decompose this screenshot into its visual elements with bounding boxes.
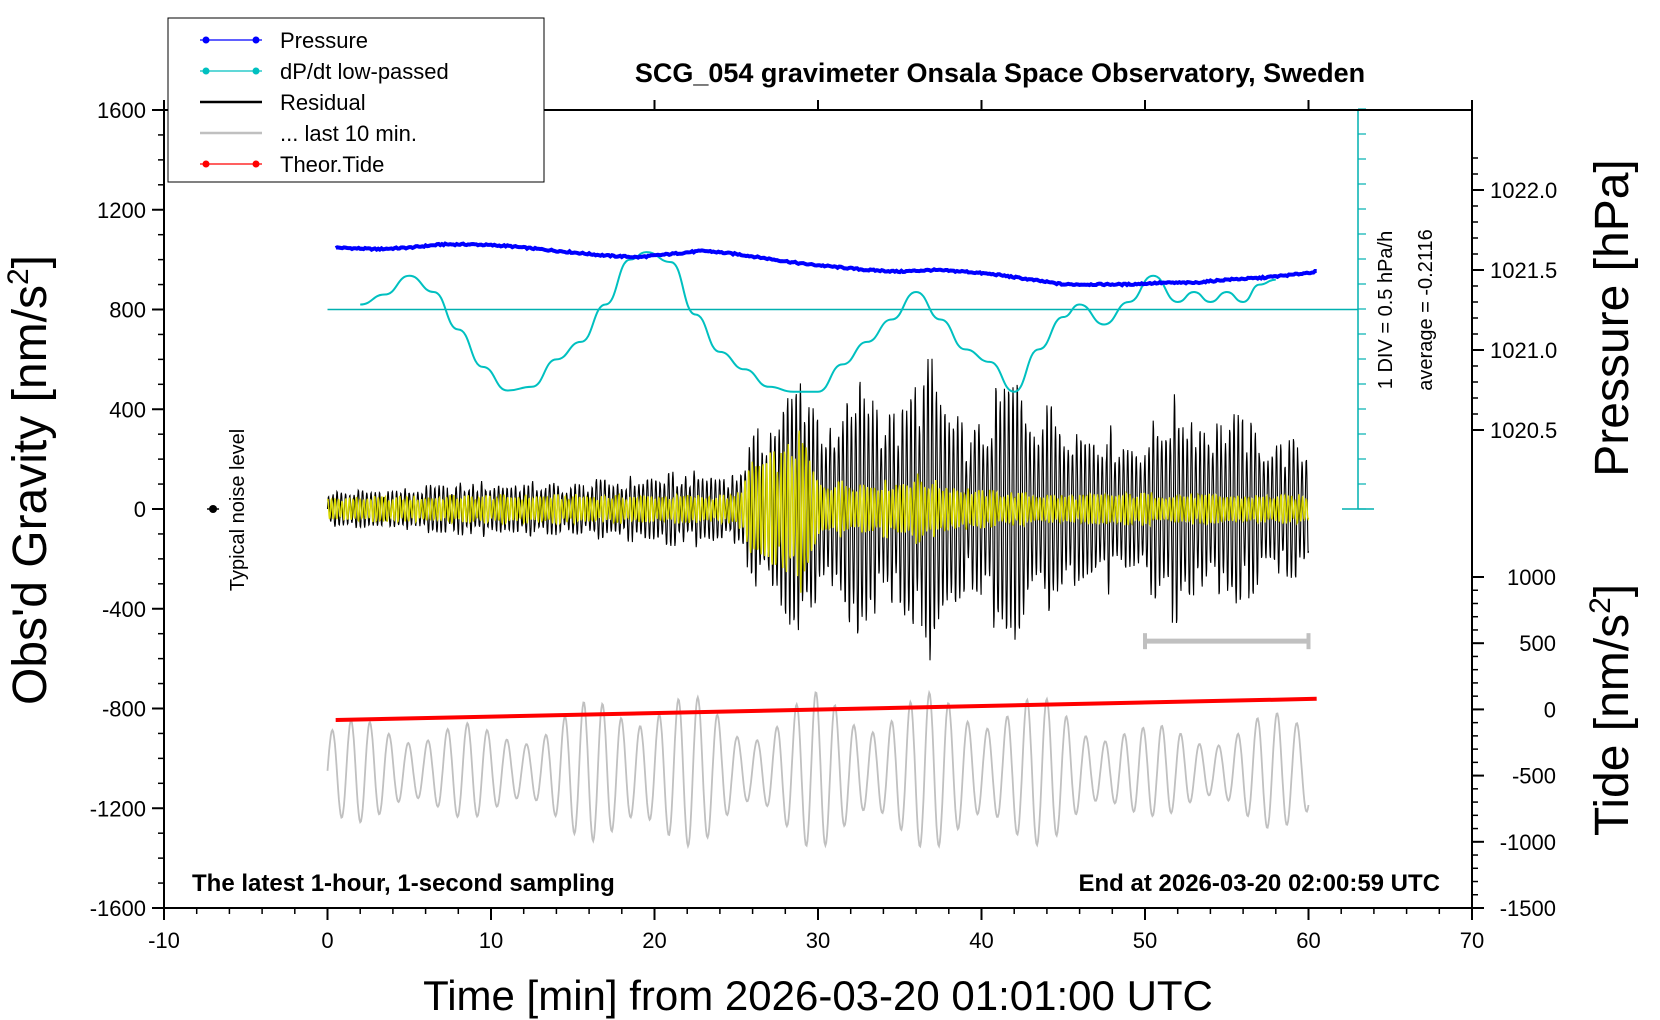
dpdt-average-label: average = -0.2116 — [1415, 229, 1437, 390]
footer-left: The latest 1-hour, 1-second sampling — [192, 870, 615, 897]
series-dpdt — [360, 251, 1276, 393]
x-axis-label: Time [min] from 2026-03-20 01:01:00 UTC — [423, 972, 1213, 1019]
legend-swatch-dot — [252, 160, 260, 168]
x-tick-label: 70 — [1460, 928, 1484, 953]
y-axis-label-left: Obs'd Gravity [nm/s2] — [2, 255, 57, 705]
footer-right: End at 2026-03-20 02:00:59 UTC — [1079, 870, 1441, 897]
y-tick-label-tide: 500 — [1519, 631, 1556, 656]
y-tick-label-left: -400 — [102, 597, 146, 622]
y-tick-label-pressure: 1020.5 — [1490, 418, 1557, 443]
legend-swatch-dot — [252, 67, 260, 75]
plot-series — [207, 108, 1374, 850]
x-tick-label: 50 — [1133, 928, 1157, 953]
y-tick-label-tide: -500 — [1512, 764, 1556, 789]
legend-swatch-dot — [202, 36, 210, 44]
series-residual-filtered — [326, 430, 1310, 593]
y-tick-label-tide: 0 — [1544, 697, 1556, 722]
legend-label: Residual — [280, 90, 366, 115]
axis-ticks: -10 0 10 20 30 40 50 60 70 1600 1200 800 400 0 -400 -80… — [90, 98, 1558, 953]
x-tick-label: 60 — [1296, 928, 1320, 953]
legend-box — [167, 17, 545, 183]
y-tick-label-tide: 1000 — [1507, 565, 1556, 590]
chart-title: SCG_054 gravimeter Onsala Space Observat… — [635, 58, 1365, 88]
legend-swatch-dot — [202, 67, 210, 75]
legend-label: dP/dt low-passed — [280, 59, 449, 84]
y-tick-label-tide: -1500 — [1500, 896, 1556, 921]
legend-label: Theor.Tide — [280, 152, 384, 177]
legend-swatch-dot — [252, 36, 260, 44]
legend-items: Pressure dP/dt low-passed Residual ... last… — [200, 28, 449, 177]
legend-label: ... last 10 min. — [280, 121, 417, 146]
y-tick-label-tide: -1000 — [1500, 830, 1556, 855]
legend-swatch-dot — [202, 160, 210, 168]
x-tick-label: -10 — [148, 928, 180, 953]
dpdt-scale-label: 1 DIV = 0.5 hPa/h — [1375, 231, 1397, 389]
y-tick-label-left: 0 — [134, 497, 146, 522]
x-tick-label: 40 — [969, 928, 993, 953]
y-tick-label-left: -800 — [102, 697, 146, 722]
series-theor-tide — [335, 696, 1317, 722]
series-pressure — [334, 241, 1317, 288]
x-tick-label: 30 — [806, 928, 830, 953]
y-tick-label-left: 1600 — [97, 98, 146, 123]
y-tick-label-pressure: 1021.5 — [1490, 258, 1557, 283]
legend: Pressure dP/dt low-passed Residual ... last… — [167, 17, 545, 183]
y-tick-label-left: 400 — [109, 397, 146, 422]
y-axis-label-pressure: Pressure [hPa] — [1586, 159, 1639, 476]
y-tick-label-left: -1600 — [90, 896, 146, 921]
x-tick-label: 10 — [479, 928, 503, 953]
legend-label: Pressure — [280, 28, 368, 53]
y-tick-label-left: 1200 — [97, 198, 146, 223]
y-axis-label-tide: Tide [nm/s2] — [1584, 584, 1639, 836]
x-tick-label: 20 — [642, 928, 666, 953]
noise-label: Typical noise level — [227, 429, 249, 591]
y-tick-label-pressure: 1021.0 — [1490, 338, 1557, 363]
x-tick-label: 0 — [321, 928, 333, 953]
noise-marker — [209, 505, 218, 513]
y-tick-label-left: 800 — [109, 298, 146, 323]
y-tick-label-pressure: 1022.0 — [1490, 178, 1557, 203]
y-tick-label-left: -1200 — [90, 796, 146, 821]
